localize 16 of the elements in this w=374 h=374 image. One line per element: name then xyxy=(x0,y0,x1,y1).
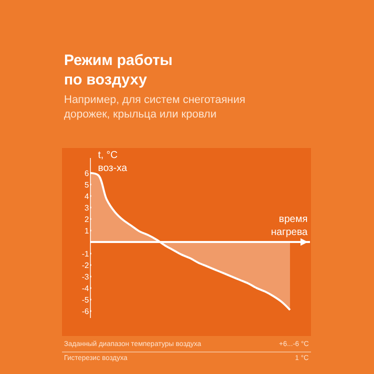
y-axis-title: t, °C воз-ха xyxy=(98,150,128,174)
y-tick-label: 6 xyxy=(84,168,90,178)
y-tick-label: 1 xyxy=(84,226,90,236)
chart-title: Режим работы по воздуху xyxy=(64,52,173,88)
y-tick-label: -2 xyxy=(82,260,90,270)
y-tick-label: 2 xyxy=(84,214,90,224)
y-tick-label: -4 xyxy=(82,284,90,293)
y-tick-label: 5 xyxy=(84,180,90,190)
chart-subtitle: Например, для систем снеготаяния дорожек, крыльца или кровли xyxy=(64,94,246,120)
x-axis-title: время нагрева xyxy=(271,214,308,238)
y-tick-label: 4 xyxy=(84,192,90,201)
y-tick-label: -6 xyxy=(82,306,90,316)
y-tick-label: -5 xyxy=(82,295,90,304)
y-tick-label: -3 xyxy=(82,272,90,282)
y-tick-label: 3 xyxy=(84,203,90,212)
y-tick-label: -1 xyxy=(82,249,90,258)
